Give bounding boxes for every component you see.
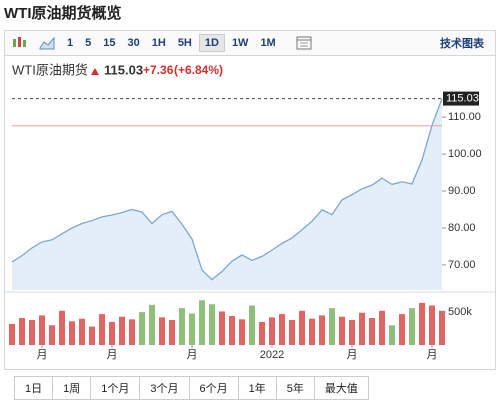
volume-bar xyxy=(429,305,435,345)
chart-box xyxy=(4,56,496,370)
range-button[interactable]: 1日 xyxy=(14,376,54,400)
volume-bar xyxy=(179,308,185,345)
volume-bar xyxy=(229,316,235,345)
x-tick-label: 月 xyxy=(37,349,48,361)
volume-bar xyxy=(89,326,95,345)
volume-bar xyxy=(39,315,45,345)
volume-bar xyxy=(339,316,345,345)
volume-bar xyxy=(9,323,15,345)
volume-bar xyxy=(59,310,65,345)
volume-bar xyxy=(149,304,155,345)
volume-bar xyxy=(139,312,145,345)
interval-button[interactable]: 5H xyxy=(177,37,192,49)
range-button[interactable]: 6个月 xyxy=(188,376,239,400)
volume-bar xyxy=(379,310,385,345)
volume-bar xyxy=(249,305,255,345)
interval-button[interactable]: 1M xyxy=(260,37,276,49)
settings-icon[interactable] xyxy=(296,36,312,50)
volume-bar xyxy=(349,320,355,345)
range-button[interactable]: 3个月 xyxy=(139,376,190,400)
interval-button[interactable]: 1H xyxy=(151,37,166,49)
x-tick-label: 月 xyxy=(427,349,438,361)
range-button[interactable]: 1周 xyxy=(52,376,92,400)
y-tick-label: 80.00 xyxy=(448,222,476,234)
y-tick-label: 70.00 xyxy=(448,259,476,271)
tech-chart-link[interactable]: 技术图表 xyxy=(440,38,484,50)
volume-bar xyxy=(389,325,395,345)
volume-bar xyxy=(259,321,265,345)
volume-bar xyxy=(29,320,35,345)
interval-button[interactable]: 15 xyxy=(103,37,116,49)
last-price: 115.03 xyxy=(104,62,143,77)
price-change: +7.36 xyxy=(143,63,174,77)
area-icon[interactable] xyxy=(39,36,55,50)
volume-bar xyxy=(409,308,415,345)
symbol-name: WTI原油期货 xyxy=(12,62,88,77)
range-button[interactable]: 5年 xyxy=(275,376,315,400)
volume-bar xyxy=(159,317,165,345)
volume-bar xyxy=(319,315,325,345)
toolbar: 1 5 15 30 1H 5H 1D 1W 1M 技术图表 xyxy=(4,30,496,56)
volume-bar xyxy=(419,302,425,345)
volume-bar xyxy=(169,320,175,345)
volume-bar xyxy=(209,304,215,345)
widget-title: WTI原油期货概览 xyxy=(4,5,122,22)
range-button[interactable]: 最大值 xyxy=(313,376,369,400)
range-bar: 1日 1周 1个月 3个月 6个月 1年 5年 最大值 xyxy=(14,376,369,400)
volume-bar xyxy=(369,318,375,345)
volume-bar xyxy=(199,300,205,345)
volume-bar xyxy=(109,321,115,345)
candle-icon[interactable] xyxy=(11,36,27,50)
volume-bar xyxy=(69,321,75,345)
interval-button[interactable]: 30 xyxy=(127,37,140,49)
range-button[interactable]: 1年 xyxy=(237,376,277,400)
volume-bar xyxy=(129,319,135,345)
price-area xyxy=(12,98,442,290)
volume-bar xyxy=(269,317,275,345)
volume-bar xyxy=(119,316,125,345)
x-tick-label: 月 xyxy=(347,349,358,361)
volume-bar xyxy=(99,314,105,345)
last-price-label: 115.03 xyxy=(446,92,479,104)
interval-button[interactable]: 1D xyxy=(198,34,225,52)
x-tick-label: 2022 xyxy=(260,349,284,361)
volume-bar xyxy=(309,318,315,345)
volume-bar xyxy=(239,319,245,345)
volume-bar xyxy=(359,312,365,345)
interval-button[interactable]: 1W xyxy=(231,37,249,49)
up-arrow xyxy=(91,68,99,75)
last-price-box xyxy=(443,91,479,106)
volume-bar xyxy=(399,314,405,345)
interval-button[interactable]: 5 xyxy=(85,37,92,49)
volume-bar xyxy=(189,313,195,345)
volume-bar xyxy=(439,310,445,345)
volume-bar xyxy=(279,314,285,345)
volume-bar xyxy=(49,325,55,345)
interval-button[interactable]: 1 xyxy=(67,37,74,49)
volume-bar xyxy=(219,311,225,345)
range-button[interactable]: 1个月 xyxy=(90,376,141,400)
x-tick-label: 月 xyxy=(187,349,198,361)
volume-bar xyxy=(299,310,305,345)
x-tick-label: 月 xyxy=(107,349,118,361)
volume-bar xyxy=(289,320,295,345)
volume-bar xyxy=(79,318,85,345)
price-line xyxy=(11,98,443,281)
price-change-pct: (+6.84%) xyxy=(174,63,223,77)
volume-bar xyxy=(19,318,25,345)
y-tick-label: 90.00 xyxy=(448,185,476,197)
y2-tick-label: 500k xyxy=(448,306,472,318)
y-tick-label: 110.00 xyxy=(448,111,481,123)
y-tick-label: 100.00 xyxy=(448,148,482,160)
volume-bar xyxy=(329,308,335,345)
